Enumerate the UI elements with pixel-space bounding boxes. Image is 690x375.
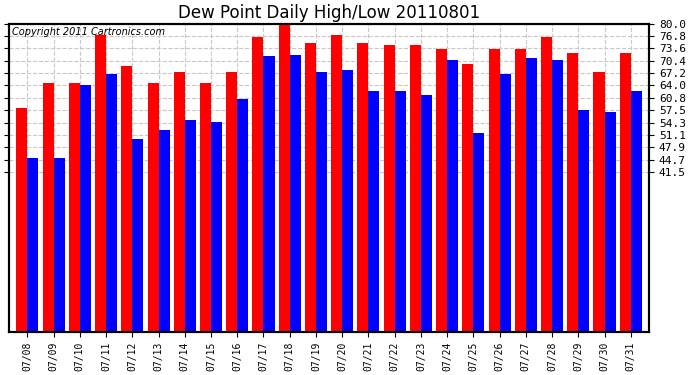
Bar xyxy=(552,60,563,332)
Bar xyxy=(567,53,578,332)
Bar xyxy=(316,72,327,332)
Bar xyxy=(174,72,185,332)
Bar xyxy=(148,83,159,332)
Bar xyxy=(54,159,65,332)
Bar xyxy=(185,120,196,332)
Bar xyxy=(95,35,106,332)
Bar xyxy=(237,99,248,332)
Bar xyxy=(121,66,132,332)
Bar xyxy=(80,86,91,332)
Bar xyxy=(290,54,301,332)
Bar xyxy=(421,95,432,332)
Bar xyxy=(526,58,537,332)
Bar xyxy=(631,91,642,332)
Bar xyxy=(604,112,615,332)
Bar xyxy=(253,37,264,332)
Bar xyxy=(132,139,144,332)
Bar xyxy=(368,91,380,332)
Bar xyxy=(357,43,368,332)
Bar xyxy=(436,49,447,332)
Bar xyxy=(106,74,117,332)
Bar xyxy=(541,37,552,332)
Bar xyxy=(342,70,353,332)
Bar xyxy=(211,122,222,332)
Bar xyxy=(462,64,473,332)
Bar xyxy=(473,134,484,332)
Text: Copyright 2011 Cartronics.com: Copyright 2011 Cartronics.com xyxy=(12,27,165,37)
Bar xyxy=(305,43,316,332)
Bar xyxy=(200,83,211,332)
Bar xyxy=(515,49,526,332)
Title: Dew Point Daily High/Low 20110801: Dew Point Daily High/Low 20110801 xyxy=(178,4,480,22)
Bar xyxy=(410,45,421,332)
Bar xyxy=(17,108,28,332)
Bar xyxy=(159,130,170,332)
Bar xyxy=(331,35,342,332)
Bar xyxy=(593,72,604,332)
Bar xyxy=(578,110,589,332)
Bar xyxy=(279,22,290,332)
Bar xyxy=(264,57,275,332)
Bar xyxy=(384,45,395,332)
Bar xyxy=(489,49,500,332)
Bar xyxy=(28,159,39,332)
Bar xyxy=(447,60,458,332)
Bar xyxy=(620,53,631,332)
Bar xyxy=(43,83,54,332)
Bar xyxy=(395,91,406,332)
Bar xyxy=(500,74,511,332)
Bar xyxy=(226,72,237,332)
Bar xyxy=(69,83,80,332)
